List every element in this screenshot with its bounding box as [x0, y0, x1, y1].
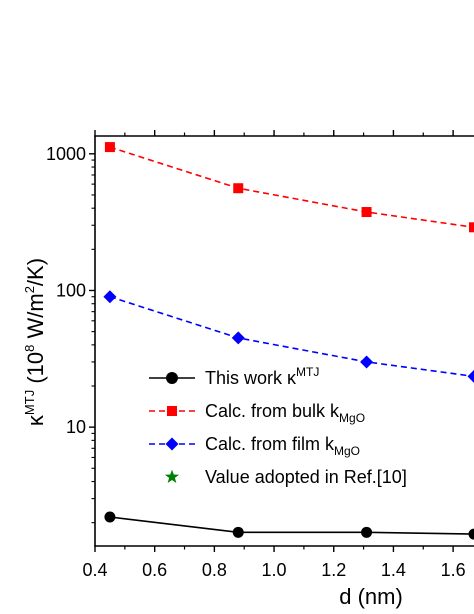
data-point-bulk: [361, 207, 372, 218]
legend: This work κMTJ Calc. from bulk kMgO Calc. …: [149, 365, 407, 487]
x-tick-label: 1.2: [321, 560, 346, 580]
x-tick-label: 1.0: [262, 560, 287, 580]
data-point-this_work: [468, 528, 474, 540]
x-tick-label: 0.6: [142, 560, 167, 580]
series-line-film: [109, 295, 474, 378]
legend-label-this_work: This work κMTJ: [205, 365, 319, 388]
legend-label-film: Calc. from film kMgO: [205, 434, 360, 458]
legend-marker-bulk: [167, 406, 177, 416]
y-tick-label: 10: [66, 417, 86, 437]
axes: 0.4 0.6 0.8 1.0 1.2 1.4 1.6 10 100 1000: [46, 130, 474, 580]
x-tick-label: 1.4: [381, 560, 406, 580]
data-point-film: [231, 331, 245, 345]
legend-marker-ref10: [164, 469, 180, 484]
x-tick-label: 0.4: [82, 560, 107, 580]
x-axis-label: d (nm): [339, 584, 403, 609]
data-point-bulk: [104, 142, 115, 153]
data-point-film: [467, 369, 474, 383]
data-point-film: [103, 290, 117, 304]
data-point-film: [360, 355, 374, 369]
x-tick-label: 1.6: [441, 560, 466, 580]
series-line-bulk: [109, 146, 474, 229]
x-tick-label: 0.8: [202, 560, 227, 580]
y-tick-label: 100: [56, 280, 86, 300]
legend-label-ref10: Value adopted in Ref.[10]: [205, 467, 407, 487]
legend-marker-this_work: [166, 372, 178, 384]
data-point-this_work: [232, 526, 244, 538]
legend-marker-film: [165, 437, 179, 451]
legend-label-bulk: Calc. from bulk kMgO: [205, 401, 365, 425]
data-point-bulk: [233, 183, 244, 194]
data-point-bulk: [469, 222, 474, 233]
series-layer: [103, 142, 474, 540]
series-line-this_work: [109, 516, 474, 535]
y-tick-label: 1000: [46, 144, 86, 164]
data-point-this_work: [361, 526, 373, 538]
data-point-this_work: [104, 511, 116, 523]
y-axis-label: κMTJ (108 W/m2/K): [22, 258, 48, 426]
